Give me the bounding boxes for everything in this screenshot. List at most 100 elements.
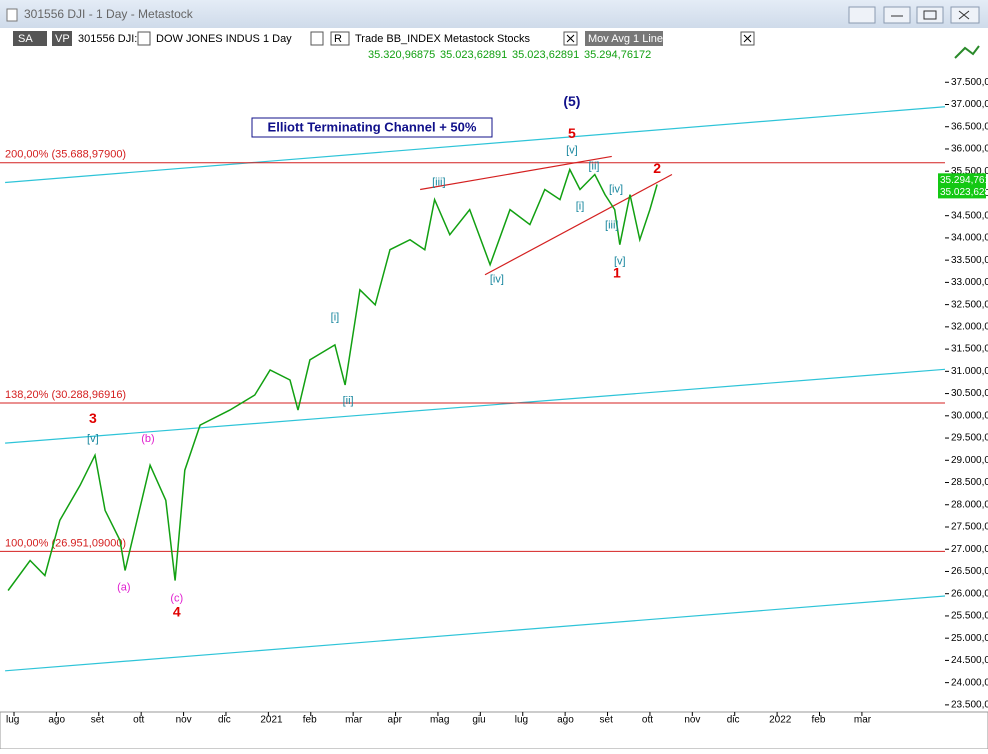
price-readout: 35.023,62891 [512, 49, 579, 61]
sa-label: SA [18, 33, 33, 45]
y-tick-label: 26.500,00000 [951, 566, 988, 577]
close-glyphs [566, 34, 752, 43]
wave-label: 2 [653, 160, 661, 176]
wave-label: [iv] [490, 274, 504, 286]
window-buttons[interactable] [848, 6, 980, 24]
y-tick-label: 35.500,00000 [951, 166, 988, 177]
y-tick-label: 32.000,00000 [951, 322, 988, 333]
x-tick-label: mar [345, 715, 363, 726]
sa-button[interactable] [13, 31, 47, 46]
x-tick-label: dic [218, 715, 231, 726]
window-title: 301556 DJI - 1 Day - Metastock [24, 7, 194, 21]
wave-label: (a) [117, 581, 130, 593]
wave-label: 3 [89, 410, 97, 426]
y-tick-label: 32.500,00000 [951, 299, 988, 310]
indicator-button[interactable] [585, 31, 663, 46]
y-tick-label: 25.000,00000 [951, 633, 988, 644]
y-tick-label: 37.000,00000 [951, 99, 988, 110]
y-tick-label: 31.500,00000 [951, 344, 988, 355]
indicator-label: Mov Avg 1 Line [588, 33, 663, 45]
wave-label: [v] [87, 433, 99, 445]
x-tick-label: mar [854, 715, 872, 726]
wave-label: [iii] [432, 176, 445, 188]
security: DOW JONES INDUS 1 Day [156, 33, 292, 45]
plot-area [0, 28, 945, 712]
wave-label: [v] [566, 144, 578, 156]
fib-level-label: 100,00% (26.951,09000) [5, 537, 126, 549]
maximize-button[interactable] [916, 6, 944, 24]
price-readout: 35.320,96875 [368, 49, 435, 61]
symbol: 301556 DJI: [78, 33, 137, 45]
x-tick-label: feb [303, 715, 317, 726]
x-tick-label: dic [727, 715, 740, 726]
x-tick-label: nov [684, 715, 700, 726]
x-tick-label: ago [48, 715, 65, 726]
x-tick-label: set [91, 715, 105, 726]
y-tick-label: 33.000,00000 [951, 277, 988, 288]
wave-label: [i] [331, 312, 340, 324]
y-tick-label: 28.500,00000 [951, 477, 988, 488]
price-line [7, 167, 658, 591]
y-tick-label: 34.000,00000 [951, 233, 988, 244]
x-tick-label: ago [557, 715, 574, 726]
y-tick-label: 24.000,00000 [951, 677, 988, 688]
y-tick-label: 30.500,00000 [951, 388, 988, 399]
y-tick-label: 36.000,00000 [951, 144, 988, 155]
y-tick-label: 30.000,00000 [951, 410, 988, 421]
y-tick-label: 31.000,00000 [951, 366, 988, 377]
y-tick-label: 25.500,00000 [951, 611, 988, 622]
r-button[interactable] [330, 31, 350, 46]
button-glyphs [891, 10, 970, 20]
y-tick-label: 36.500,00000 [951, 121, 988, 132]
y-tick-label: 28.000,00000 [951, 499, 988, 510]
y-tick-label: 29.000,00000 [951, 455, 988, 466]
price-readout: 35.023,62891 [440, 49, 507, 61]
title-bar [0, 0, 988, 28]
vp-label: VP [55, 33, 70, 45]
wave-label: [iii] [605, 220, 618, 232]
price-tag [938, 185, 986, 199]
wave-label: (c) [170, 592, 183, 604]
x-tick-label: ott [133, 715, 144, 726]
x-axis-area [0, 711, 988, 750]
x-tick-label: 2021 [260, 715, 283, 726]
x-tick-label: set [600, 715, 614, 726]
x-tick-label: nov [176, 715, 192, 726]
y-tick-label: 37.500,00000 [951, 77, 988, 88]
y-tick-label: 34.500,00000 [951, 210, 988, 221]
window-icon [6, 8, 18, 22]
x-tick-label: lug [515, 715, 528, 726]
wave-label: [v] [614, 256, 626, 268]
r-label: R [334, 33, 342, 45]
fib-level-label: 138,20% (30.288,96916) [5, 389, 126, 401]
close-button[interactable] [950, 6, 980, 24]
period-dropdown[interactable] [310, 31, 324, 46]
wave-label: (b) [141, 433, 154, 445]
y-tick-label: 33.500,00000 [951, 255, 988, 266]
wave-label: 5 [568, 125, 576, 141]
y-tick-label: 26.000,00000 [951, 588, 988, 599]
minimize-button[interactable] [883, 6, 911, 24]
chart-title: Elliott Terminating Channel + 50% [268, 119, 477, 134]
restore-button[interactable] [848, 6, 876, 24]
x-tick-label: feb [812, 715, 826, 726]
price-readout: 35.294,76172 [584, 49, 651, 61]
chart-title-box [251, 117, 493, 138]
wave-label: [ii] [588, 160, 599, 172]
y-tick-label: 27.500,00000 [951, 522, 988, 533]
price-tag-label: 35.023,62891 [940, 187, 988, 198]
source: Trade BB_INDEX Metastock Stocks [355, 33, 531, 45]
channel-line [5, 595, 945, 672]
price-tag [938, 173, 986, 187]
x-tick-label: apr [388, 715, 403, 726]
symbol-dropdown[interactable] [137, 31, 151, 46]
y-tick-label: 24.500,00000 [951, 655, 988, 666]
wave-label: [i] [576, 200, 585, 212]
plot-layer: 200,00% (35.688,97900) 138,20% (30.288,96… [0, 93, 945, 672]
x-tick-label: lug [6, 715, 19, 726]
x-tick-label: 2022 [769, 715, 792, 726]
wave-label: [iv] [609, 183, 623, 195]
vp-button[interactable] [52, 31, 72, 46]
y-tick-label: 29.500,00000 [951, 433, 988, 444]
